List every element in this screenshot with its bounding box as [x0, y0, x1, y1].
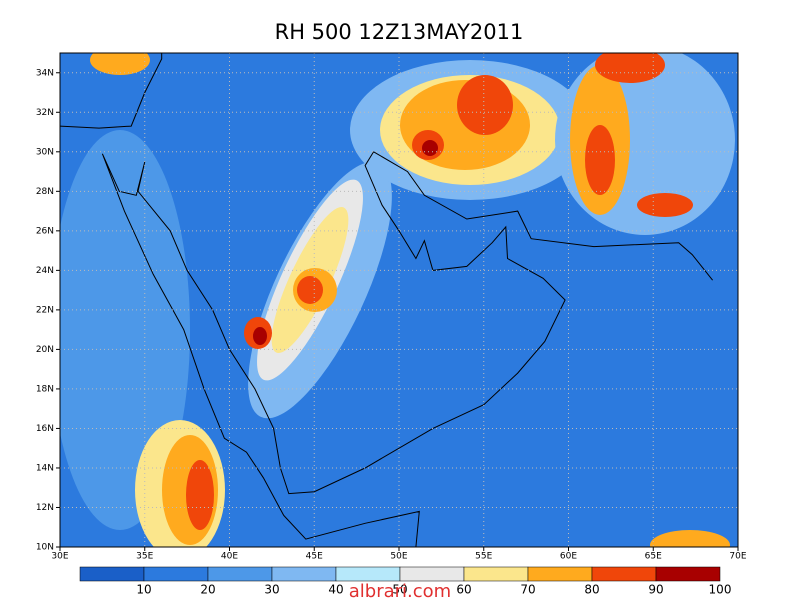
colorbar-label: 100 — [709, 583, 732, 597]
y-tick-label: 18N — [36, 384, 54, 394]
colorbar-box — [655, 566, 721, 582]
x-tick-label: 30E — [51, 552, 68, 562]
x-tick-label: 35E — [136, 552, 153, 562]
colorbar-label: 70 — [520, 583, 535, 597]
colorbar-box — [207, 566, 273, 582]
y-tick-label: 16N — [36, 424, 54, 434]
y-tick-label: 30N — [36, 147, 54, 157]
chart-title: RH 500 12Z13MAY2011 — [275, 20, 524, 44]
colorbar-label: 90 — [648, 583, 663, 597]
y-tick-label: 22N — [36, 305, 54, 315]
colorbar-box — [271, 566, 337, 582]
colorbar-label: 50 — [392, 583, 407, 597]
x-tick-label: 70E — [729, 552, 746, 562]
y-tick-label: 26N — [36, 226, 54, 236]
colorbar-label: 20 — [200, 583, 215, 597]
rh-field — [60, 53, 738, 547]
y-tick-label: 20N — [36, 345, 54, 355]
y-tick-label: 14N — [36, 463, 54, 473]
colorbar-box — [527, 566, 593, 582]
colorbar-box — [79, 566, 145, 582]
x-tick-label: 55E — [475, 552, 492, 562]
x-tick-label: 60E — [560, 552, 577, 562]
y-tick-label: 28N — [36, 187, 54, 197]
colorbar-box — [143, 566, 209, 582]
y-tick-label: 32N — [36, 108, 54, 118]
watermark: albrari.com — [349, 581, 451, 600]
colorbar-box — [399, 566, 465, 582]
y-tick-label: 34N — [36, 68, 54, 78]
y-tick-label: 12N — [36, 503, 54, 513]
colorbar-box — [591, 566, 657, 582]
y-tick-label: 24N — [36, 266, 54, 276]
colorbar-box — [463, 566, 529, 582]
colorbar-label: 60 — [456, 583, 471, 597]
x-tick-label: 45E — [306, 552, 323, 562]
colorbar-box — [335, 566, 401, 582]
x-tick-label: 65E — [645, 552, 662, 562]
colorbar-label: 80 — [584, 583, 599, 597]
colorbar-label: 40 — [328, 583, 343, 597]
colorbar-label: 30 — [264, 583, 279, 597]
coastline — [60, 53, 713, 547]
x-tick-label: 40E — [221, 552, 238, 562]
x-tick-label: 50E — [390, 552, 407, 562]
y-tick-label: 10N — [36, 543, 54, 553]
colorbar-label: 10 — [136, 583, 151, 597]
